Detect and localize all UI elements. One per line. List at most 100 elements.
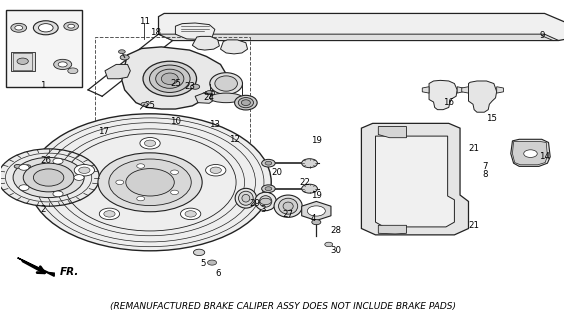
Polygon shape [175, 23, 215, 40]
Text: (REMANUFACTURED BRAKE CALIPER ASSY DOES NOT INCLUDE BRAKE PADS): (REMANUFACTURED BRAKE CALIPER ASSY DOES … [110, 302, 455, 311]
Circle shape [53, 158, 63, 164]
Polygon shape [195, 93, 215, 103]
Circle shape [307, 206, 325, 216]
Bar [95, 37, 250, 142]
Circle shape [68, 24, 75, 28]
Circle shape [171, 190, 179, 195]
Ellipse shape [238, 191, 253, 205]
Circle shape [180, 208, 201, 220]
Polygon shape [18, 258, 54, 276]
Circle shape [54, 59, 72, 69]
Circle shape [141, 102, 148, 106]
Circle shape [33, 169, 64, 186]
Text: 15: 15 [485, 114, 497, 123]
Text: 13: 13 [210, 120, 220, 130]
Polygon shape [429, 80, 457, 110]
Circle shape [23, 163, 74, 192]
Ellipse shape [259, 196, 272, 207]
Circle shape [15, 26, 23, 30]
Circle shape [74, 164, 94, 176]
Text: 9: 9 [539, 31, 545, 40]
Text: 10: 10 [170, 117, 181, 126]
Polygon shape [376, 136, 454, 227]
Circle shape [99, 208, 120, 220]
Polygon shape [122, 47, 226, 109]
Polygon shape [220, 40, 247, 54]
Text: 24: 24 [204, 93, 215, 102]
Polygon shape [379, 225, 406, 234]
Circle shape [19, 185, 29, 190]
Circle shape [29, 114, 271, 251]
Polygon shape [159, 13, 565, 41]
Bar [6, 10, 82, 87]
Text: 19: 19 [311, 136, 321, 145]
Circle shape [104, 211, 115, 217]
Circle shape [312, 220, 321, 225]
Circle shape [53, 191, 63, 197]
Text: 18: 18 [150, 28, 161, 37]
Circle shape [13, 157, 84, 197]
Circle shape [207, 260, 216, 265]
Circle shape [109, 159, 191, 205]
Circle shape [38, 24, 53, 32]
Text: 19: 19 [311, 190, 321, 200]
Text: 20: 20 [271, 168, 282, 177]
Ellipse shape [143, 61, 197, 96]
Text: 21: 21 [468, 221, 480, 230]
Text: 27: 27 [282, 210, 294, 219]
Text: 3: 3 [260, 205, 266, 214]
Text: 21: 21 [468, 144, 480, 153]
Text: 4: 4 [311, 214, 316, 223]
Polygon shape [512, 141, 547, 165]
Circle shape [193, 249, 205, 256]
Circle shape [119, 50, 125, 53]
Polygon shape [302, 201, 331, 220]
Circle shape [137, 196, 145, 201]
Polygon shape [105, 64, 131, 79]
Text: 2: 2 [40, 205, 46, 214]
Ellipse shape [162, 73, 178, 84]
Circle shape [64, 22, 79, 30]
Text: 7: 7 [483, 162, 488, 171]
Text: FR.: FR. [60, 267, 79, 276]
Polygon shape [497, 87, 503, 93]
Text: 5: 5 [201, 259, 206, 268]
Circle shape [210, 167, 221, 173]
Text: 8: 8 [483, 170, 488, 179]
Circle shape [302, 159, 318, 168]
Ellipse shape [274, 195, 302, 217]
Polygon shape [159, 34, 559, 41]
Polygon shape [468, 81, 497, 112]
Ellipse shape [279, 198, 298, 214]
Ellipse shape [156, 69, 184, 88]
Ellipse shape [235, 188, 257, 208]
Polygon shape [457, 87, 463, 93]
Text: 22: 22 [299, 178, 311, 187]
Circle shape [137, 164, 145, 168]
Ellipse shape [238, 98, 254, 108]
Circle shape [0, 149, 99, 206]
Circle shape [171, 170, 179, 174]
Circle shape [126, 169, 174, 196]
Text: 30: 30 [331, 246, 342, 255]
Circle shape [325, 242, 333, 247]
Circle shape [116, 180, 124, 185]
Circle shape [17, 58, 28, 64]
Text: 29: 29 [249, 198, 260, 207]
Ellipse shape [210, 73, 242, 94]
Circle shape [262, 159, 275, 167]
Circle shape [120, 55, 129, 60]
Polygon shape [11, 52, 34, 71]
Polygon shape [205, 91, 214, 94]
Circle shape [68, 68, 78, 74]
Circle shape [140, 138, 160, 149]
Polygon shape [422, 87, 429, 93]
Text: 25: 25 [145, 101, 155, 110]
Circle shape [524, 150, 537, 157]
Ellipse shape [215, 76, 237, 91]
Circle shape [74, 175, 84, 180]
Circle shape [185, 211, 196, 217]
Polygon shape [511, 139, 550, 166]
Circle shape [25, 165, 31, 168]
Text: 1: 1 [40, 81, 46, 90]
